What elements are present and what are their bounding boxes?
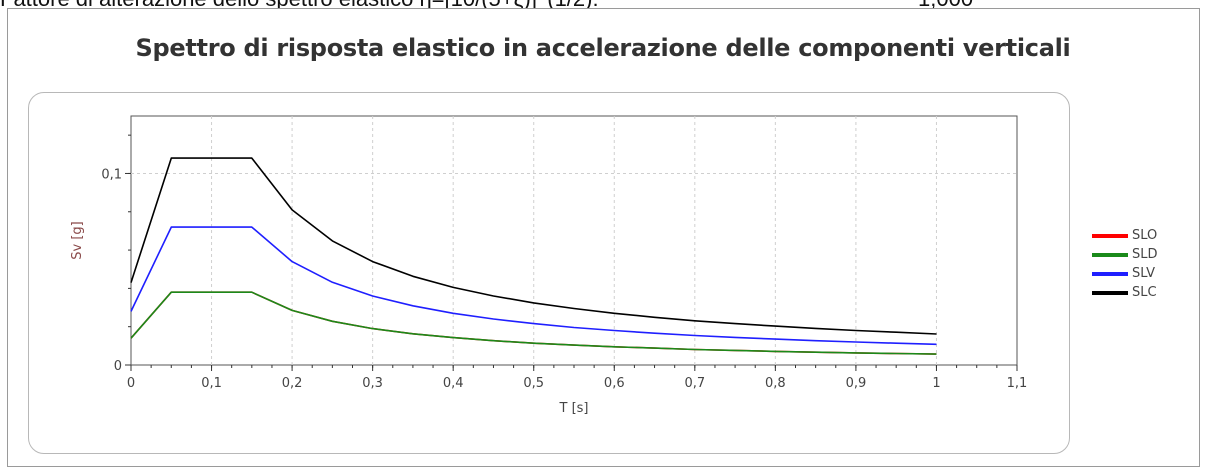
legend-item-slv: SLV bbox=[1092, 264, 1158, 283]
x-axis-label: T [s] bbox=[559, 401, 589, 416]
x-tick-label: 0,1 bbox=[201, 376, 222, 391]
y-tick-label: 0 bbox=[114, 359, 122, 374]
x-tick-label: 1,1 bbox=[1007, 376, 1028, 391]
header-line: Fattore di alterazione dello spettro ela… bbox=[0, 0, 973, 12]
legend-item-slc: SLC bbox=[1092, 283, 1158, 302]
y-axis-label: Sv [g] bbox=[70, 221, 85, 259]
y-tick-label: 0,1 bbox=[101, 167, 122, 182]
legend-label: SLC bbox=[1132, 285, 1157, 300]
legend-label: SLO bbox=[1132, 228, 1158, 243]
x-tick-label: 0,6 bbox=[604, 376, 625, 391]
x-tick-label: 0,3 bbox=[362, 376, 383, 391]
plot-area bbox=[130, 115, 1018, 366]
legend-swatch bbox=[1092, 233, 1128, 238]
legend-swatch bbox=[1092, 271, 1128, 276]
legend-label: SLV bbox=[1132, 266, 1155, 281]
legend-item-sld: SLD bbox=[1092, 245, 1158, 264]
legend-swatch bbox=[1092, 290, 1128, 295]
x-tick-label: 1 bbox=[932, 376, 940, 391]
legend-label: SLD bbox=[1132, 247, 1158, 262]
x-tick-label: 0 bbox=[127, 376, 135, 391]
series-line-slv bbox=[130, 226, 937, 346]
legend: SLO SLD SLV SLC bbox=[1092, 226, 1158, 302]
header-text: Fattore di alterazione dello spettro ela… bbox=[0, 0, 599, 11]
chart-title: Spettro di risposta elastico in accelera… bbox=[135, 34, 1071, 62]
x-tick-label: 0,7 bbox=[684, 376, 705, 391]
series-line-sld bbox=[130, 291, 937, 355]
x-tick-label: 0,4 bbox=[443, 376, 464, 391]
x-tick-label: 0,5 bbox=[523, 376, 544, 391]
x-tick-label: 0,2 bbox=[282, 376, 303, 391]
x-tick-label: 0,9 bbox=[846, 376, 867, 391]
legend-swatch bbox=[1092, 252, 1128, 257]
header-value: 1,000 bbox=[918, 0, 973, 12]
series-line-slc bbox=[130, 157, 937, 335]
x-tick-label: 0,8 bbox=[765, 376, 786, 391]
legend-item-slo: SLO bbox=[1092, 226, 1158, 245]
